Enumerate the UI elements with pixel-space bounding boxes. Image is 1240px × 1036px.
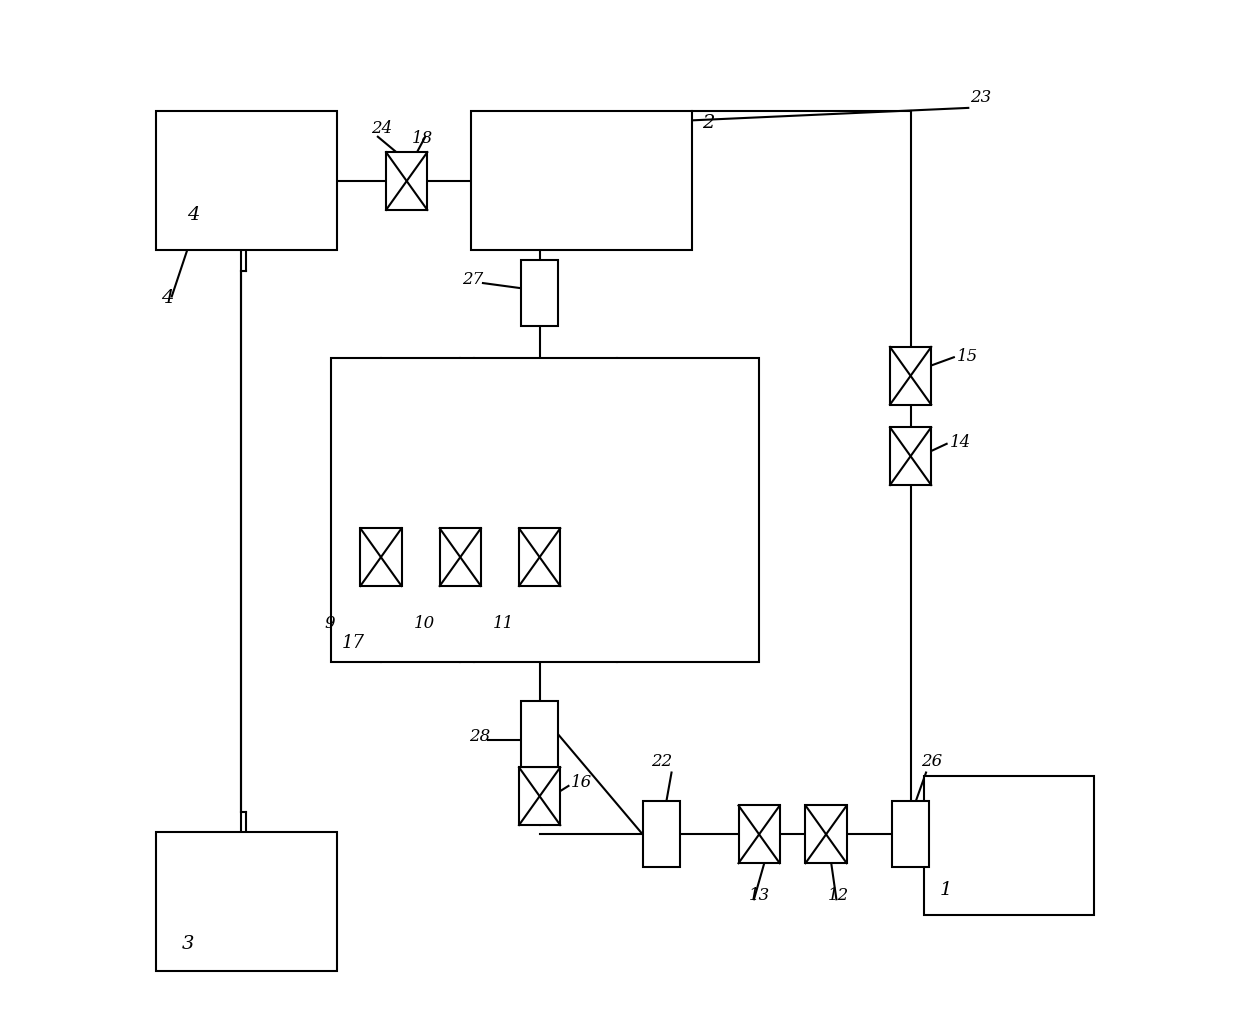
Bar [521, 701, 558, 768]
Text: 10: 10 [414, 615, 435, 632]
Text: 1: 1 [940, 882, 952, 899]
Bar [471, 111, 692, 250]
Text: 12: 12 [828, 888, 849, 904]
Text: 18: 18 [412, 131, 433, 147]
Bar [361, 528, 402, 586]
Bar [520, 768, 560, 825]
Text: 16: 16 [570, 774, 591, 792]
Bar [386, 152, 428, 210]
Text: 26: 26 [921, 753, 942, 771]
Text: 14: 14 [950, 434, 971, 451]
Bar [924, 776, 1094, 915]
Text: 17: 17 [342, 634, 365, 652]
Text: 9: 9 [325, 615, 335, 632]
Bar [892, 802, 929, 867]
Bar [806, 806, 847, 863]
Text: 24: 24 [371, 120, 392, 137]
Text: 28: 28 [470, 727, 491, 745]
Bar [642, 802, 680, 867]
Bar [890, 427, 931, 485]
Text: 4: 4 [161, 289, 174, 307]
Bar [156, 111, 336, 250]
Bar [520, 528, 560, 586]
Text: 27: 27 [463, 271, 484, 288]
Text: 15: 15 [957, 348, 978, 366]
Bar [331, 358, 759, 662]
Text: 22: 22 [651, 753, 672, 771]
Text: 3: 3 [182, 934, 195, 953]
Bar [521, 260, 558, 326]
Text: 11: 11 [494, 615, 515, 632]
Text: 4: 4 [187, 206, 200, 225]
Bar [156, 832, 336, 972]
Text: 23: 23 [971, 89, 992, 106]
Bar [739, 806, 780, 863]
Text: 2: 2 [702, 114, 714, 132]
Bar [440, 528, 481, 586]
Bar [890, 347, 931, 405]
Text: 13: 13 [749, 888, 770, 904]
